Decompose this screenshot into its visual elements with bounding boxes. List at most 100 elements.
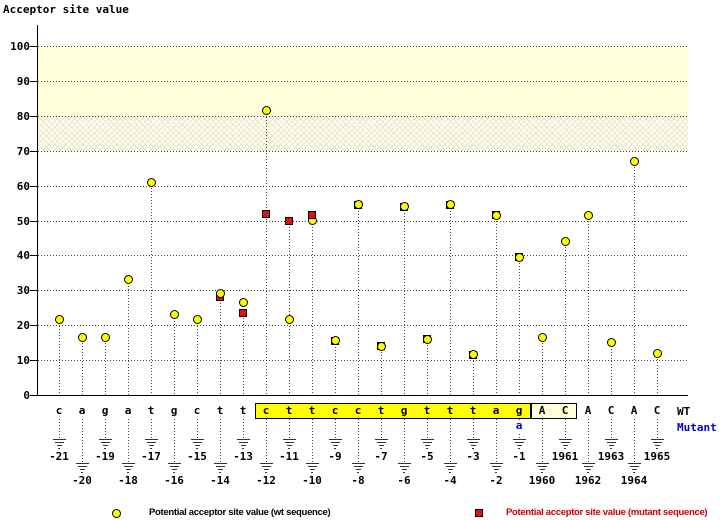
wt-point — [652, 348, 662, 358]
position-label: -13 — [233, 450, 253, 463]
ground-line — [81, 472, 83, 473]
point-stem — [450, 207, 451, 395]
wt-point — [54, 315, 64, 325]
ground-line — [581, 463, 595, 464]
position-label: -8 — [351, 474, 365, 487]
wt-point — [491, 210, 501, 220]
sequence-base: C — [653, 404, 661, 417]
ground-line — [449, 472, 451, 473]
y-tick-label: 10 — [16, 354, 30, 368]
gridline-50 — [38, 220, 688, 222]
ground-line — [148, 445, 154, 446]
ground-line — [512, 439, 526, 440]
y-tick-label: 20 — [16, 319, 30, 333]
sequence-base: g — [101, 404, 109, 417]
gridline-20 — [38, 325, 688, 327]
sequence-base: C — [561, 404, 569, 417]
position-label: 1961 — [551, 450, 579, 463]
ground-line — [353, 466, 363, 467]
y-tick-0 — [30, 395, 37, 396]
ground-line — [604, 439, 618, 440]
point-stem — [473, 357, 474, 395]
ground-line — [495, 472, 497, 473]
x-axis-line — [37, 395, 688, 396]
point-stem — [174, 317, 175, 395]
sequence-base: c — [193, 404, 201, 417]
gridline-70 — [38, 150, 688, 152]
sequence-base: a — [78, 404, 86, 417]
wt-point — [330, 336, 340, 346]
ground-icon — [98, 439, 112, 451]
chart-title: Acceptor site value — [3, 3, 129, 16]
position-label: -7 — [374, 450, 388, 463]
sequence-base: C — [607, 404, 615, 417]
sequence-base: t — [446, 404, 454, 417]
ground-line — [265, 472, 267, 473]
ground-line — [77, 466, 87, 467]
ground-line — [282, 439, 296, 440]
y-tick-30 — [30, 290, 37, 292]
ground-line — [217, 469, 223, 470]
ground-icon — [512, 439, 526, 451]
ground-line — [610, 448, 612, 449]
ground-line — [213, 463, 227, 464]
ground-line — [654, 445, 660, 446]
ground-line — [242, 448, 244, 449]
position-label: -18 — [118, 474, 138, 487]
ground-line — [167, 463, 181, 464]
ground-line — [606, 442, 616, 443]
wt-point — [169, 310, 179, 320]
position-stem — [174, 419, 175, 463]
ground-line — [98, 439, 112, 440]
wt-point — [537, 332, 547, 342]
position-stem — [634, 419, 635, 463]
mutant-point — [239, 308, 247, 317]
y-tick-50 — [30, 220, 37, 222]
sequence-base: g — [515, 404, 523, 417]
ground-icon — [144, 439, 158, 451]
position-stem — [82, 419, 83, 463]
ground-icon — [259, 463, 273, 475]
position-stem — [335, 419, 336, 439]
sequence-base: g — [400, 404, 408, 417]
position-label: -3 — [466, 450, 480, 463]
ground-line — [355, 469, 361, 470]
position-stem — [496, 419, 497, 463]
point-stem — [358, 207, 359, 395]
legend-mutant-point-icon — [475, 509, 483, 517]
sequence-base: c — [262, 404, 270, 417]
position-label: -20 — [72, 474, 92, 487]
wt-point — [514, 252, 524, 262]
ground-line — [238, 442, 248, 443]
ground-icon — [420, 439, 434, 451]
position-stem — [197, 419, 198, 439]
sequence-base: A — [630, 404, 638, 417]
ground-icon — [121, 463, 135, 475]
ground-line — [146, 442, 156, 443]
y-tick-label: 70 — [16, 144, 30, 158]
sequence-base: A — [538, 404, 546, 417]
y-tick-100 — [30, 46, 37, 47]
ground-line — [169, 466, 179, 467]
point-stem — [381, 349, 382, 395]
point-stem — [611, 345, 612, 395]
ground-icon — [190, 439, 204, 451]
position-stem — [473, 419, 474, 439]
ground-icon — [489, 463, 503, 475]
ground-line — [493, 469, 499, 470]
ground-line — [357, 472, 359, 473]
ground-icon — [328, 439, 342, 451]
ground-line — [121, 463, 135, 464]
wt-point — [100, 332, 110, 342]
ground-icon — [75, 463, 89, 475]
point-stem — [128, 282, 129, 395]
ground-line — [629, 466, 639, 467]
gridline-10 — [38, 360, 688, 362]
wt-row-label: WT — [677, 405, 691, 418]
position-label: -2 — [489, 474, 503, 487]
wt-point — [238, 298, 248, 307]
ground-line — [240, 445, 246, 446]
ground-line — [422, 442, 432, 443]
ground-line — [537, 466, 547, 467]
ground-line — [263, 469, 269, 470]
